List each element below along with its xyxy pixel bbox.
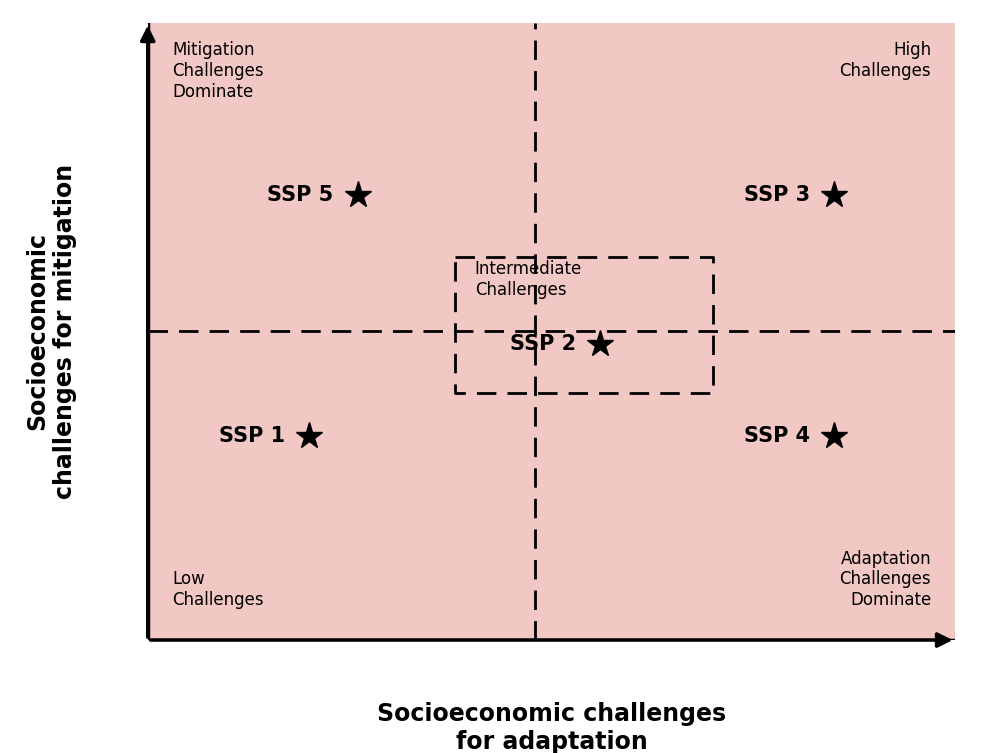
Text: Intermediate
Challenges: Intermediate Challenges [475,261,582,299]
Text: Low
Challenges: Low Challenges [172,570,264,609]
Text: Mitigation
Challenges
Dominate: Mitigation Challenges Dominate [172,41,264,101]
Text: SSP 2: SSP 2 [509,334,576,354]
Text: SSP 1: SSP 1 [219,426,285,447]
Text: SSP 5: SSP 5 [267,185,334,206]
Text: High
Challenges: High Challenges [839,41,931,80]
Text: SSP 4: SSP 4 [744,426,810,447]
Text: Socioeconomic challenges
for adaptation: Socioeconomic challenges for adaptation [377,702,726,753]
Text: Socioeconomic
challenges for mitigation: Socioeconomic challenges for mitigation [25,163,77,499]
Text: SSP 3: SSP 3 [744,185,810,206]
Text: Adaptation
Challenges
Dominate: Adaptation Challenges Dominate [839,550,931,609]
